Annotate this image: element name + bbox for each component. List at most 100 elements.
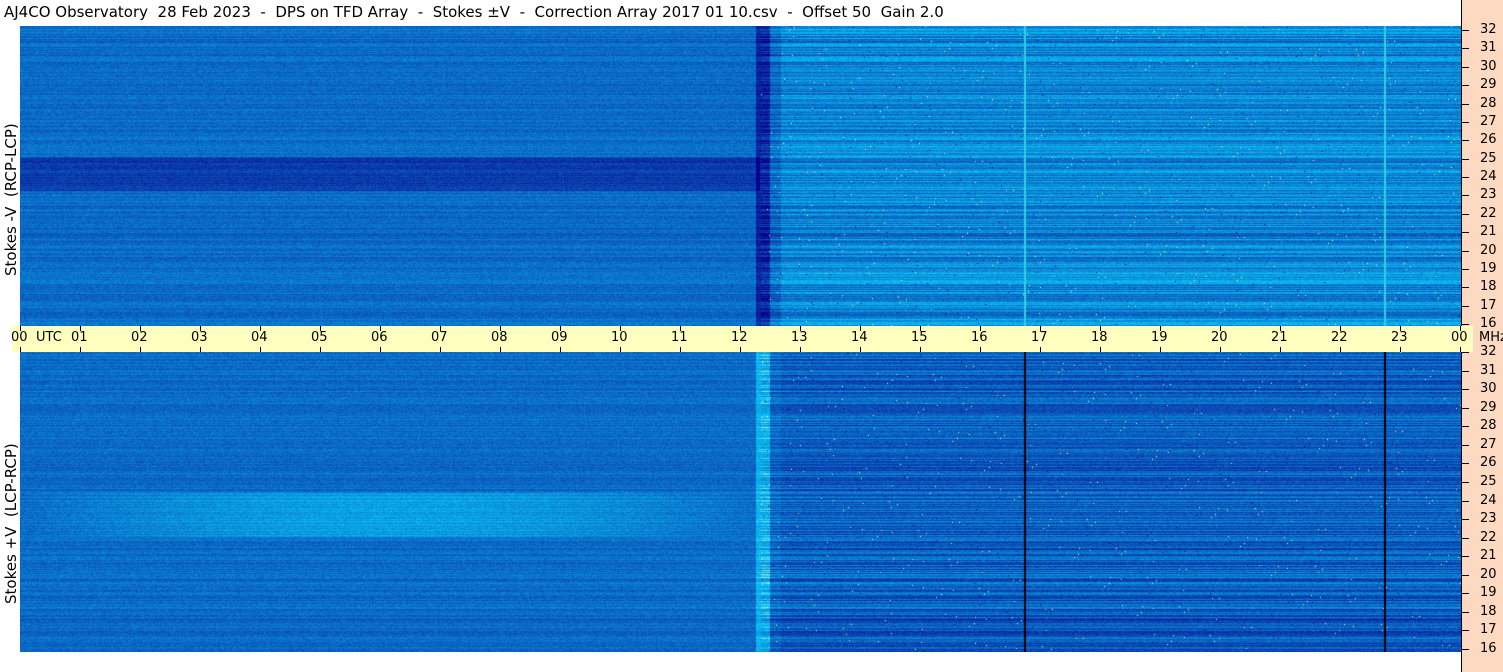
x-tick-mark [440, 326, 441, 331]
y-tick-mark [1461, 213, 1469, 215]
x-tick-label: 14 [851, 330, 868, 345]
y-tick-mark [1461, 593, 1469, 595]
x-tick-label: 07 [431, 330, 448, 345]
x-tick-mark [320, 347, 321, 352]
x-tick-mark [440, 347, 441, 352]
x-tick-mark [1280, 326, 1281, 331]
y-tick-mark [1461, 370, 1469, 372]
x-tick-mark [740, 347, 741, 352]
x-tick-label: 02 [131, 330, 148, 345]
y-tick-label: 27 [1480, 436, 1497, 452]
y-tick-label: 22 [1480, 205, 1497, 221]
y-tick-label: 20 [1480, 566, 1497, 582]
y-tick-mark [1461, 481, 1469, 483]
x-tick-label: 10 [611, 330, 628, 345]
x-tick-label: 22 [1331, 330, 1348, 345]
y-tick-mark [1461, 389, 1469, 391]
y-tick-label: 30 [1480, 58, 1497, 74]
y-tick-label: 23 [1480, 511, 1497, 527]
x-tick-mark [1340, 347, 1341, 352]
heatmap-stokes-plus-v [20, 352, 1461, 652]
y-tick-mark [1461, 232, 1469, 234]
x-tick-mark [1040, 326, 1041, 331]
x-tick-label: 15 [911, 330, 928, 345]
y-tick-label: 30 [1480, 381, 1497, 397]
y-tick-mark [1461, 48, 1469, 50]
x-tick-label: 19 [1151, 330, 1168, 345]
y-tick-mark [1461, 407, 1469, 409]
x-tick-mark [200, 347, 201, 352]
y-tick-mark [1461, 103, 1469, 105]
x-tick-mark [560, 347, 561, 352]
y-tick-mark [1461, 324, 1469, 325]
y-tick-mark [1461, 305, 1469, 307]
x-tick-mark [1220, 347, 1221, 352]
y-tick-label: 16 [1480, 316, 1497, 331]
panel-stokes-minus-v [20, 26, 1461, 326]
y-tick-label: 16 [1480, 641, 1497, 656]
x-tick-label: 12 [731, 330, 748, 345]
y-tick-label: 21 [1480, 224, 1497, 240]
y-tick-label: 26 [1480, 132, 1497, 148]
y-tick-mark [1461, 630, 1469, 632]
x-tick-label: 23 [1391, 330, 1408, 345]
y-tick-mark [1461, 177, 1469, 178]
x-tick-mark [920, 347, 921, 352]
x-tick-mark [1460, 347, 1461, 352]
panel-label-top: Stokes -V (RCP-LCP) [2, 123, 20, 276]
x-tick-mark [980, 326, 981, 331]
x-tick-mark [740, 326, 741, 331]
y-tick-mark [1461, 140, 1469, 142]
x-tick-mark [680, 347, 681, 352]
y-unit-label: MHz [1479, 330, 1503, 345]
x-tick-label: 08 [491, 330, 508, 345]
x-tick-mark [860, 326, 861, 331]
x-tick-mark [920, 326, 921, 331]
y-tick-label: 31 [1480, 40, 1497, 56]
y-tick-mark [1461, 649, 1469, 650]
y-tick-mark [1461, 500, 1469, 502]
x-tick-mark [260, 326, 261, 331]
x-unit-label: UTC [36, 330, 62, 345]
x-tick-mark [320, 326, 321, 331]
panel-label-bottom: Stokes +V (LCP-RCP) [2, 443, 20, 604]
y-tick-label: 26 [1480, 455, 1497, 471]
y-tick-label: 21 [1480, 548, 1497, 564]
y-tick-label: 17 [1480, 622, 1497, 638]
y-tick-mark [1461, 195, 1469, 197]
x-tick-mark [1160, 347, 1161, 352]
x-tick-mark [80, 326, 81, 331]
y-tick-label: 19 [1480, 260, 1497, 276]
x-tick-mark [560, 326, 561, 331]
x-tick-label: 11 [671, 330, 688, 345]
y-tick-label: 20 [1480, 242, 1497, 258]
y-tick-label: 31 [1480, 362, 1497, 378]
x-tick-mark [260, 347, 261, 352]
y-tick-mark [1461, 85, 1469, 87]
y-tick-label: 23 [1480, 187, 1497, 203]
heatmap-stokes-minus-v [20, 26, 1461, 326]
y-tick-mark [1461, 556, 1469, 558]
x-tick-mark [1100, 347, 1101, 352]
y-tick-label: 28 [1480, 95, 1497, 111]
x-tick-mark [140, 326, 141, 331]
y-tick-mark [1461, 158, 1469, 160]
y-tick-mark [1461, 268, 1469, 270]
x-tick-mark [980, 347, 981, 352]
y-tick-mark [1461, 352, 1469, 353]
y-tick-label: 22 [1480, 529, 1497, 545]
y-tick-label: 29 [1480, 399, 1497, 415]
y-tick-mark [1461, 250, 1469, 252]
x-tick-mark [800, 347, 801, 352]
y-tick-label: 18 [1480, 279, 1497, 295]
y-tick-mark [1461, 66, 1469, 68]
x-tick-mark [1160, 326, 1161, 331]
x-tick-mark [620, 326, 621, 331]
x-tick-mark [1220, 326, 1221, 331]
time-axis [12, 326, 1473, 352]
chart-title: AJ4CO Observatory 28 Feb 2023 - DPS on T… [4, 3, 944, 21]
y-tick-label: 32 [1480, 22, 1497, 37]
y-tick-mark [1461, 463, 1469, 465]
panel-stokes-plus-v [20, 352, 1461, 652]
x-tick-label: 03 [191, 330, 208, 345]
